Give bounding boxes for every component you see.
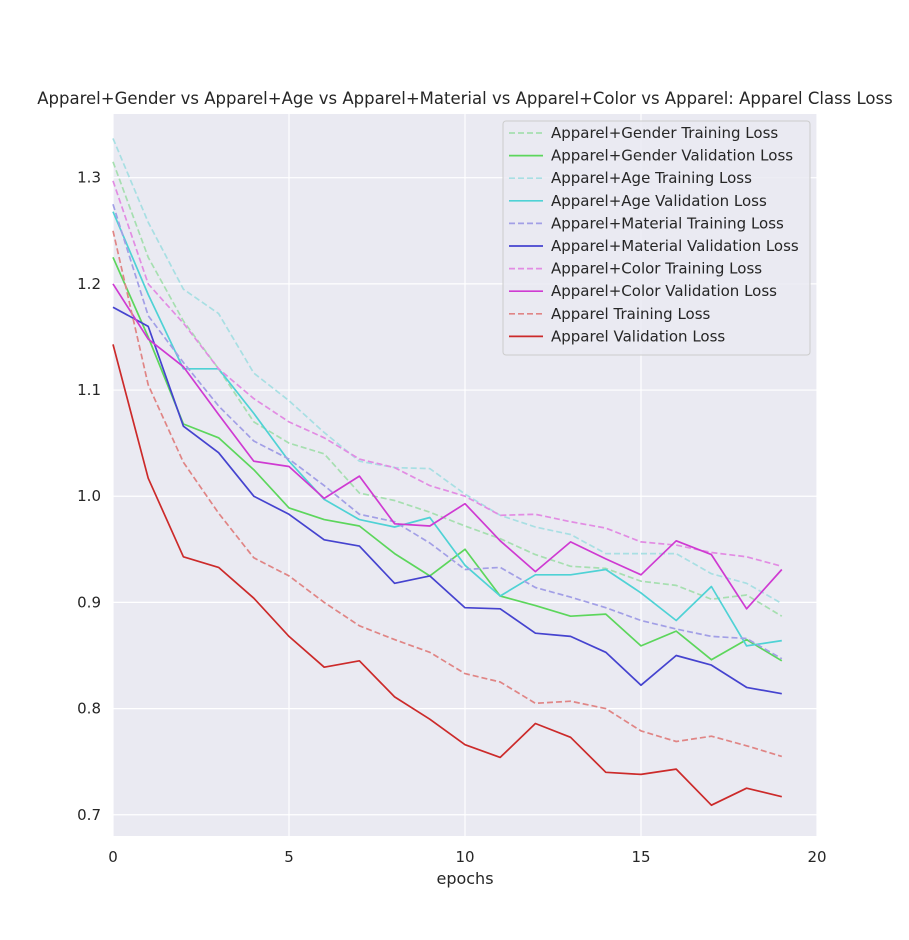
legend-label: Apparel+Gender Training Loss [551, 124, 778, 142]
x-tick-label: 0 [108, 848, 118, 866]
legend-label: Apparel Training Loss [551, 305, 711, 323]
legend-box [502, 120, 811, 356]
x-axis-title: epochs [436, 869, 493, 888]
x-tick-label: 5 [284, 848, 294, 866]
legend-label: Apparel+Age Training Loss [551, 169, 752, 187]
y-tick-label: 0.8 [77, 700, 101, 718]
chart-title: Apparel+Gender vs Apparel+Age vs Apparel… [37, 89, 892, 108]
legend-label: Apparel+Color Training Loss [551, 260, 762, 278]
legend-label: Apparel+Color Validation Loss [551, 282, 777, 300]
legend-label: Apparel+Material Training Loss [551, 214, 784, 232]
series-lines [112, 138, 783, 807]
series-line [112, 230, 783, 758]
x-tick-label: 10 [455, 848, 474, 866]
y-axis: 0.7 0.8 0.9 1.0 1.1 1.2 1.3 [77, 169, 101, 824]
legend-label: Apparel Validation Loss [551, 327, 725, 345]
series-line [112, 180, 783, 568]
series-line [112, 306, 782, 695]
y-tick-label: 1.3 [77, 169, 101, 187]
y-tick-label: 1.1 [77, 381, 101, 399]
series-line [112, 283, 783, 610]
legend-label: Apparel+Gender Validation Loss [551, 147, 793, 165]
x-tick-label: 20 [807, 848, 826, 866]
legend-label: Apparel+Age Validation Loss [551, 192, 767, 210]
series-line [112, 161, 783, 617]
x-tick-label: 15 [631, 848, 650, 866]
y-tick-label: 1.2 [77, 275, 101, 293]
series-line [112, 211, 782, 647]
series-line [112, 204, 783, 660]
y-tick-label: 0.9 [77, 593, 101, 611]
series-line [112, 344, 782, 807]
y-tick-label: 0.7 [77, 806, 101, 824]
legend: Apparel+Gender Training Loss Apparel+Gend… [502, 120, 811, 356]
series-line [112, 138, 783, 605]
x-axis: 0 5 10 15 20 [108, 848, 826, 866]
series-line [112, 256, 783, 662]
y-tick-label: 1.0 [77, 487, 101, 505]
legend-label: Apparel+Material Validation Loss [551, 237, 799, 255]
